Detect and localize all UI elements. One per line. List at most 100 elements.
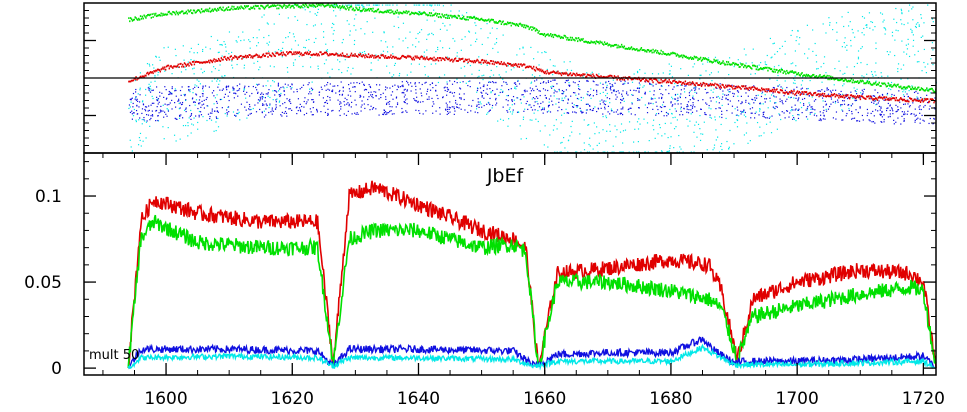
top-blue-point <box>580 110 582 113</box>
top-blue-point <box>921 100 923 102</box>
top-blue-point <box>787 92 789 94</box>
top-cyan-point <box>489 76 491 78</box>
top-blue-point <box>547 106 550 108</box>
top-blue-point <box>518 83 521 85</box>
top-blue-point <box>318 94 320 96</box>
top-blue-point <box>613 89 615 91</box>
top-blue-point <box>316 111 319 113</box>
top-green-point <box>411 12 414 14</box>
top-cyan-point <box>238 111 240 113</box>
top-green-point <box>165 13 168 16</box>
top-green-point <box>699 56 702 59</box>
top-green-point <box>736 63 739 66</box>
top-green-point <box>649 50 652 52</box>
top-green-point <box>817 76 819 79</box>
top-blue-point <box>225 87 227 89</box>
top-blue-point <box>243 90 245 92</box>
top-red-point <box>932 98 934 101</box>
top-red-point <box>571 74 573 77</box>
top-blue-point <box>807 105 809 108</box>
top-blue-point <box>852 117 854 120</box>
top-cyan-point <box>678 134 680 137</box>
top-cyan-point <box>507 125 509 127</box>
top-red-point <box>677 81 679 84</box>
top-red-point <box>309 51 311 53</box>
top-blue-point <box>406 98 408 100</box>
top-blue-point <box>289 85 291 88</box>
top-red-point <box>897 99 899 102</box>
top-cyan-point <box>563 112 565 114</box>
top-blue-point <box>836 99 839 101</box>
top-red-point <box>646 79 648 82</box>
top-cyan-point <box>353 18 356 20</box>
top-blue-point <box>832 89 834 91</box>
top-blue-point <box>147 114 150 116</box>
top-green-point <box>240 5 242 8</box>
top-red-point <box>816 93 819 96</box>
top-blue-point <box>157 115 159 117</box>
top-red-point <box>220 57 223 59</box>
top-cyan-point <box>252 107 254 110</box>
top-green-point <box>629 48 631 51</box>
top-green-point <box>805 73 808 76</box>
top-cyan-point <box>517 111 520 113</box>
top-blue-point <box>552 85 555 88</box>
top-blue-point <box>855 93 858 95</box>
top-red-point <box>678 80 680 83</box>
top-cyan-point <box>736 119 739 122</box>
top-blue-point <box>311 114 313 116</box>
top-red-point <box>310 53 312 56</box>
top-blue-point <box>499 91 501 94</box>
top-red-point <box>534 69 537 72</box>
top-blue-point <box>791 92 793 94</box>
top-cyan-point <box>348 23 350 25</box>
top-green-point <box>874 82 876 85</box>
top-cyan-point <box>733 143 735 145</box>
top-blue-point <box>404 99 407 101</box>
top-cyan-point <box>856 88 858 90</box>
top-blue-point <box>819 111 821 113</box>
top-red-point <box>787 92 789 95</box>
top-blue-point <box>929 105 931 107</box>
x-tick-label: 1640 <box>397 389 440 409</box>
top-blue-point <box>467 84 469 87</box>
top-blue-point <box>340 81 342 83</box>
top-blue-point <box>356 82 358 84</box>
top-blue-point <box>819 118 821 120</box>
top-green-point <box>779 70 782 73</box>
top-blue-point <box>403 92 405 94</box>
top-blue-point <box>348 83 350 86</box>
top-cyan-point <box>807 57 809 59</box>
top-cyan-point <box>661 135 663 137</box>
top-blue-point <box>415 89 417 91</box>
top-green-point <box>814 75 817 78</box>
top-red-point <box>166 64 169 67</box>
top-blue-point <box>296 112 298 115</box>
top-cyan-point <box>561 97 563 99</box>
top-cyan-point <box>916 61 919 63</box>
top-blue-point <box>456 82 458 84</box>
top-red-point <box>299 53 302 56</box>
top-cyan-point <box>820 66 822 68</box>
top-cyan-point <box>903 23 905 26</box>
top-blue-point <box>249 95 251 97</box>
top-cyan-point <box>889 51 891 53</box>
top-red-point <box>642 78 644 80</box>
top-blue-point <box>128 104 131 106</box>
top-green-point <box>844 78 846 80</box>
top-cyan-point <box>347 4 349 6</box>
top-blue-point <box>280 86 282 89</box>
top-red-point <box>430 57 433 60</box>
top-blue-point <box>543 81 545 83</box>
top-blue-point <box>363 89 366 91</box>
top-red-point <box>577 74 580 76</box>
top-cyan-point <box>854 36 856 38</box>
top-blue-point <box>633 89 635 91</box>
top-blue-point <box>811 111 813 114</box>
top-cyan-point <box>511 104 513 106</box>
top-cyan-point <box>338 68 340 71</box>
top-blue-point <box>410 90 412 92</box>
top-blue-point <box>166 104 168 106</box>
top-blue-point <box>795 94 798 97</box>
top-green-point <box>617 44 619 47</box>
